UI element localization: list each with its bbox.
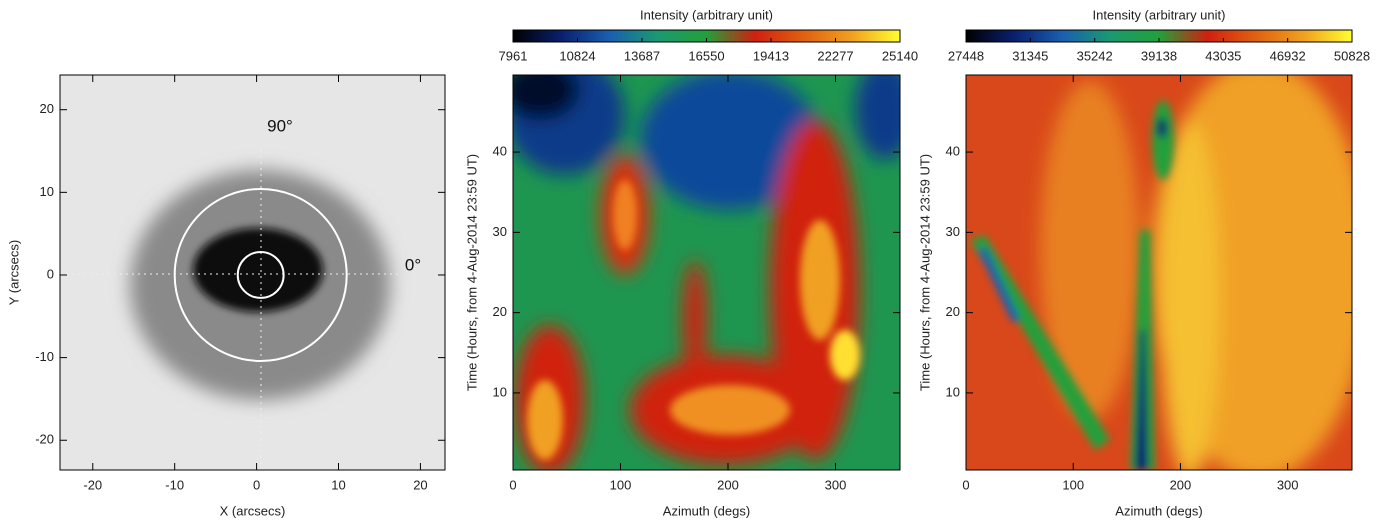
- y-tick-label: 10: [493, 384, 507, 399]
- x-tick-label: -10: [165, 477, 184, 492]
- x-tick-label: -20: [83, 477, 102, 492]
- y-tick-label: 10: [946, 384, 960, 399]
- y-tick-label: 20: [946, 304, 960, 319]
- x-axis-label: X (arcsecs): [220, 503, 286, 518]
- colorbar-label: Intensity (arbitrary unit): [640, 7, 773, 22]
- colorbar-tick-label: 19413: [753, 48, 789, 63]
- colorbar-tick-label: 13687: [624, 48, 660, 63]
- x-tick-label: 0: [253, 477, 260, 492]
- x-tick-label: 0: [509, 477, 516, 492]
- annotation: 90°: [267, 116, 293, 135]
- y-tick-label: 20: [40, 101, 54, 116]
- x-axis-label: Azimuth (degs): [663, 503, 750, 518]
- sunspot-image: [60, 75, 445, 470]
- x-tick-label: 10: [331, 477, 345, 492]
- x-tick-label: 200: [717, 477, 739, 492]
- y-tick-label: 20: [493, 304, 507, 319]
- x-tick-label: 100: [1062, 477, 1084, 492]
- colorbar-tick-label: 10824: [559, 48, 595, 63]
- x-tick-label: 0: [962, 477, 969, 492]
- x-tick-label: 20: [413, 477, 427, 492]
- y-axis-label: Time (Hours, from 4-Aug-2014 23:59 UT): [464, 154, 479, 391]
- y-tick-label: -10: [35, 349, 54, 364]
- heatmap-image: [513, 75, 900, 470]
- y-tick-label: 0: [47, 266, 54, 281]
- circle-marker: [173, 187, 348, 362]
- y-tick-label: 30: [946, 224, 960, 239]
- x-tick-label: 300: [825, 477, 847, 492]
- x-tick-label: 200: [1170, 477, 1192, 492]
- colorbar-tick-label: 7961: [499, 48, 528, 63]
- y-axis-label: Y (arcsecs): [6, 240, 21, 306]
- annotation: 0°: [405, 255, 421, 274]
- x-tick-label: 300: [1277, 477, 1299, 492]
- heatmap-image: [966, 75, 1352, 470]
- plot-frame: [512, 74, 901, 471]
- y-tick-label: 40: [946, 144, 960, 159]
- y-tick-label: -20: [35, 432, 54, 447]
- y-tick-label: 10: [40, 184, 54, 199]
- colorbar-label: Intensity (arbitrary unit): [1093, 7, 1226, 22]
- colorbar-tick-label: 22277: [817, 48, 853, 63]
- colorbar-tick-label: 39138: [1141, 48, 1177, 63]
- colorbar-tick-label: 50828: [1334, 48, 1370, 63]
- plot-frame: [59, 74, 446, 471]
- colorbar-tick-label: 43035: [1205, 48, 1241, 63]
- colorbar-tick-label: 16550: [688, 48, 724, 63]
- y-axis-label: Time (Hours, from 4-Aug-2014 23:59 UT): [917, 154, 932, 391]
- colorbar-tick-label: 31345: [1012, 48, 1048, 63]
- colorbar-tick-label: 25140: [882, 48, 918, 63]
- colorbar-tick-label: 27448: [948, 48, 984, 63]
- colorbar-tick-label: 35242: [1077, 48, 1113, 63]
- y-tick-label: 30: [493, 224, 507, 239]
- circle-marker: [236, 251, 285, 299]
- plot-frame: [965, 74, 1353, 471]
- x-tick-label: 100: [610, 477, 632, 492]
- colorbar-tick-label: 46932: [1270, 48, 1306, 63]
- y-tick-label: 40: [493, 144, 507, 159]
- x-axis-label: Azimuth (degs): [1115, 503, 1202, 518]
